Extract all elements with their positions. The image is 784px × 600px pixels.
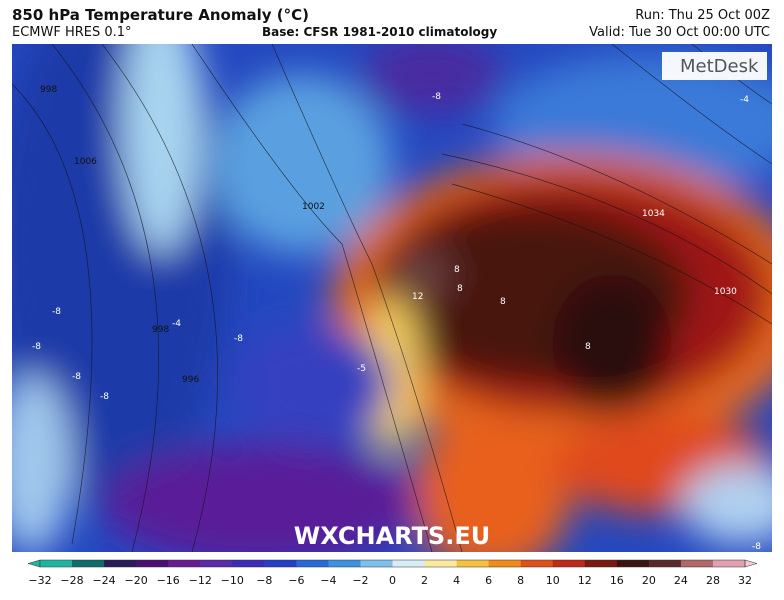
colorbar-end — [744, 559, 758, 568]
contour-label: -8 — [72, 372, 81, 382]
colorbar-segment — [456, 560, 490, 567]
colorbar-segment — [232, 560, 265, 567]
watermark: WXCHARTS.EU — [294, 522, 490, 550]
contour-label: 1034 — [642, 209, 665, 219]
contour-label: 8 — [585, 342, 591, 352]
colorbar-segment — [488, 560, 522, 567]
contour-label: 998 — [152, 325, 169, 335]
contour-label: -4 — [740, 95, 749, 105]
contour-label: -8 — [752, 542, 761, 552]
colorbar-segment — [616, 560, 650, 567]
colorbar-tick-label: 2 — [421, 574, 428, 587]
map: MetDesk WXCHARTS.EU 998 1006 1002 1034 1030 9… — [12, 44, 772, 552]
colorbar-segment — [552, 560, 586, 567]
colorbar-tick-label: 24 — [674, 574, 688, 587]
colorbar-segment — [264, 560, 297, 567]
contour-label: 998 — [40, 85, 57, 95]
colorbar-tick-label: −28 — [60, 574, 83, 587]
contour-label: 1002 — [302, 202, 325, 212]
contour-label: -8 — [32, 342, 41, 352]
contour-label: -5 — [357, 364, 366, 374]
colorbar-tick-label: −2 — [352, 574, 368, 587]
colorbar-tick-label: 0 — [389, 574, 396, 587]
colorbar-tick-label: −20 — [125, 574, 148, 587]
contour-label: -8 — [432, 92, 441, 102]
colorbar-tick-label: 8 — [517, 574, 524, 587]
base: Base: CFSR 1981-2010 climatology — [262, 25, 498, 39]
contour-label: 1006 — [74, 157, 97, 167]
colorbar-segment — [584, 560, 618, 567]
colorbar-tick-label: −32 — [28, 574, 51, 587]
contour-label: 996 — [182, 375, 199, 385]
contour-label: -8 — [234, 334, 243, 344]
logo-box — [662, 52, 767, 80]
colorbar-tick-label: 12 — [578, 574, 592, 587]
colorbar-segment — [328, 560, 361, 567]
isobars — [12, 44, 772, 552]
colorbar-segment — [680, 560, 714, 567]
contour-label: 1030 — [714, 287, 737, 297]
anomaly-field — [12, 44, 772, 552]
colorbar-end — [27, 559, 41, 568]
colorbar-tick-label: −6 — [288, 574, 304, 587]
model: ECMWF HRES 0.1° — [12, 25, 132, 40]
contour-label: -8 — [100, 392, 109, 402]
colorbar-segment — [40, 560, 73, 567]
colorbar-tick-label: −16 — [157, 574, 180, 587]
colorbar-tick-label: 4 — [453, 574, 460, 587]
colorbar-segment — [392, 560, 426, 567]
logo: MetDesk — [680, 56, 759, 77]
colorbar-segment — [168, 560, 201, 567]
colorbar-tick-label: 16 — [610, 574, 624, 587]
colorbar-tick-label: 6 — [485, 574, 492, 587]
contour-label: -4 — [172, 319, 181, 329]
colorbar-frame — [39, 559, 746, 568]
colorbar-tick-label: −10 — [221, 574, 244, 587]
contour-label: 12 — [412, 292, 423, 302]
colorbar-segment — [648, 560, 682, 567]
valid: Valid: Tue 30 Oct 00:00 UTC — [589, 25, 770, 40]
colorbar-segment — [712, 560, 746, 567]
colorbar-tick-label: 32 — [738, 574, 752, 587]
colorbar-segment — [104, 560, 137, 567]
colorbar-segment — [200, 560, 233, 567]
colorbar-segment — [136, 560, 169, 567]
colorbar-tick-label: −24 — [92, 574, 115, 587]
colorbar-tick-label: −4 — [320, 574, 336, 587]
run: Run: Thu 25 Oct 00Z — [635, 8, 770, 23]
contour-label: -8 — [52, 307, 61, 317]
contour-label: 8 — [457, 284, 463, 294]
colorbar-segment — [520, 560, 554, 567]
colorbar-tick-label: −12 — [189, 574, 212, 587]
contour-label: 8 — [500, 297, 506, 307]
colorbar-segment — [424, 560, 458, 567]
title: 850 hPa Temperature Anomaly (°C) — [12, 6, 309, 24]
colorbar: −32 −28 −24 −20 −16 −12 −10 −8 −6 −4 −2 0 2 4 6 8 10 12 16… — [27, 559, 758, 587]
colorbar-tick-label: 10 — [546, 574, 560, 587]
contour-label: 8 — [454, 265, 460, 275]
colorbar-tick-label: 20 — [642, 574, 656, 587]
colorbar-tick-label: 28 — [706, 574, 720, 587]
colorbar-segment — [360, 560, 393, 567]
colorbar-segment — [72, 560, 105, 567]
colorbar-tick-label: −8 — [256, 574, 272, 587]
colorbar-segment — [296, 560, 329, 567]
